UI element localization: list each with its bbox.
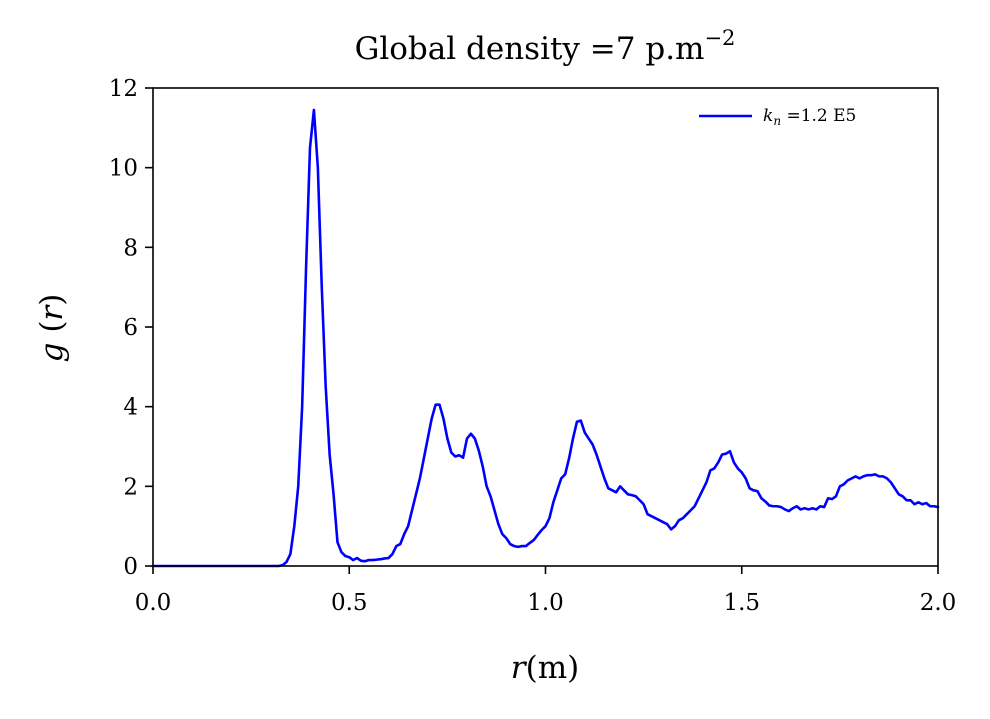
chart-title-superscript: −2 — [704, 26, 735, 50]
x-tick-label: 1.5 — [723, 590, 760, 616]
y-tick-label: 10 — [109, 156, 138, 182]
x-tick-label: 1.0 — [527, 590, 564, 616]
legend-label-rest: =1.2 E5 — [781, 106, 856, 126]
y-axis-ticks: 0 2 4 6 8 10 12 — [109, 76, 153, 580]
y-tick-label: 12 — [109, 76, 138, 102]
y-tick-label: 8 — [123, 235, 138, 261]
chart-title: Global density =7 p.m−2 — [355, 26, 736, 67]
y-axis-label-close-paren: ) — [34, 294, 70, 306]
y-tick-label: 0 — [123, 554, 138, 580]
legend: kn =1.2 E5 — [699, 106, 856, 128]
y-axis-label-open-paren: ( — [34, 321, 70, 343]
x-axis-label-variable: r — [511, 650, 528, 686]
legend-label-variable: k — [763, 106, 773, 126]
series-line-0 — [151, 108, 940, 568]
y-axis-label-argument: r — [34, 304, 70, 321]
x-axis-ticks: 0.0 0.5 1.0 1.5 2.0 — [135, 566, 957, 616]
y-tick-label: 4 — [123, 395, 138, 421]
x-tick-label: 0.5 — [331, 590, 368, 616]
x-tick-label: 2.0 — [920, 590, 957, 616]
x-tick-label: 0.0 — [135, 590, 172, 616]
legend-label: kn =1.2 E5 — [763, 106, 856, 128]
legend-label-subscript: n — [773, 114, 781, 128]
x-axis-label-unit: (m) — [526, 650, 580, 686]
x-axis-label: r(m) — [511, 650, 579, 686]
plot-area — [151, 108, 940, 568]
chart-title-text: Global density =7 p.m — [355, 31, 705, 67]
y-axis-label: g (r) — [34, 294, 70, 363]
y-tick-label: 2 — [123, 474, 138, 500]
y-tick-label: 6 — [123, 315, 138, 341]
y-axis-label-variable: g — [34, 343, 70, 363]
